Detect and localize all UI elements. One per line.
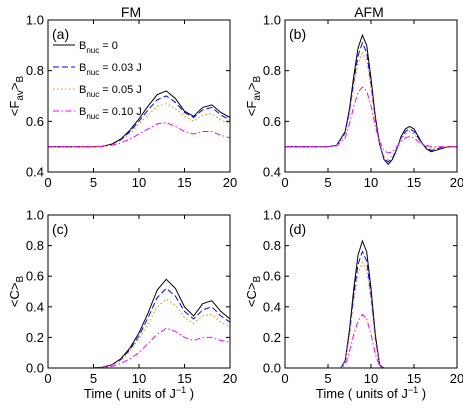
y-tick-label: 0.6 [26, 114, 44, 129]
x-tick-label: 5 [324, 371, 331, 386]
y-tick-label: 0.4 [263, 299, 281, 314]
series-line-1 [48, 287, 230, 368]
x-tick-label: 15 [407, 371, 421, 386]
x-axis-label: Time ( units of J−1 ) [84, 385, 194, 401]
series-line-2 [48, 298, 230, 368]
x-tick-label: 20 [450, 175, 463, 190]
x-tick-label: 20 [223, 175, 237, 190]
x-tick-label: 10 [364, 175, 378, 190]
series-line-1 [285, 41, 457, 163]
x-tick-label: 10 [132, 175, 146, 190]
panel-label: (d) [289, 221, 306, 237]
series-line-0 [48, 278, 230, 368]
series-line-2 [285, 261, 457, 368]
y-axis-label: <C>B [244, 276, 263, 308]
series-line-1 [48, 95, 230, 148]
panel-label: (a) [52, 26, 69, 42]
x-tick-label: 0 [44, 175, 51, 190]
y-tick-label: 0.8 [263, 238, 281, 253]
y-tick-label: 0.2 [263, 330, 281, 345]
x-tick-label: 5 [90, 175, 97, 190]
series-line-3 [48, 327, 230, 368]
panel-c: 0 5 10 15 20 0.0 0.2 0.4 0.6 0.8 1.0 (c) <C>B Time ( … [7, 208, 237, 402]
y-tick-label: 0.0 [26, 361, 44, 376]
series-line-3 [285, 313, 457, 368]
y-axis-label: <Fav>B [7, 75, 26, 116]
y-tick-label: 0.8 [263, 63, 281, 78]
y-tick-label: 0.8 [26, 63, 44, 78]
legend-entry-3: Bnuc = 0.10 J [79, 106, 142, 121]
y-tick-label: 0.6 [263, 114, 281, 129]
column-header-fm: FM [121, 4, 141, 20]
x-tick-label: 15 [177, 175, 191, 190]
axes-frame [47, 19, 231, 173]
y-tick-label: 1.0 [26, 13, 44, 28]
x-tick-label: 10 [364, 371, 378, 386]
column-header-afm: AFM [354, 4, 384, 20]
x-tick-label: 10 [132, 371, 146, 386]
legend: Bnuc = 0 Bnuc = 0.03 J Bnuc = 0.05 J Bnuc =… [53, 40, 142, 121]
y-tick-label: 0.2 [26, 330, 44, 345]
y-tick-label: 0.4 [26, 165, 44, 180]
x-axis-label: Time ( units of J−1 ) [316, 385, 426, 401]
y-tick-label: 0.4 [26, 299, 44, 314]
x-tick-label: 0 [44, 371, 51, 386]
x-tick-label: 0 [281, 175, 288, 190]
legend-entry-2: Bnuc = 0.05 J [79, 84, 142, 99]
axes-frame [47, 214, 231, 369]
legend-entry-0: Bnuc = 0 [79, 40, 118, 55]
y-tick-label: 0.8 [26, 238, 44, 253]
series-line-2 [285, 51, 457, 160]
y-tick-label: 1.0 [26, 208, 44, 223]
y-tick-label: 0.6 [263, 269, 281, 284]
y-axis-label: <Fav>B [244, 75, 263, 116]
panel-label: (c) [52, 221, 68, 237]
panel-b: 0 5 10 15 20 0.4 0.6 0.8 1.0 (b) <Fav>B [244, 13, 463, 191]
y-axis-label: <C>B [7, 276, 26, 308]
x-tick-label: 15 [407, 175, 421, 190]
x-tick-label: 20 [450, 371, 463, 386]
series-line-3 [285, 86, 457, 154]
y-tick-label: 0.0 [263, 361, 281, 376]
series-line-0 [285, 33, 457, 166]
series-line-3 [48, 122, 230, 148]
panel-label: (b) [289, 26, 306, 42]
y-tick-label: 1.0 [263, 208, 281, 223]
x-tick-label: 20 [223, 371, 237, 386]
x-tick-label: 5 [324, 175, 331, 190]
y-tick-label: 0.4 [263, 165, 281, 180]
series-line-0 [48, 90, 230, 148]
panel-d: 0 5 10 15 20 0.0 0.2 0.4 0.6 0.8 1.0 (d) <C>B Time ( … [244, 208, 463, 402]
x-tick-label: 15 [177, 371, 191, 386]
series-line-1 [285, 250, 457, 368]
y-tick-label: 1.0 [263, 13, 281, 28]
y-tick-label: 0.6 [26, 269, 44, 284]
x-tick-label: 0 [281, 371, 288, 386]
legend-entry-1: Bnuc = 0.03 J [79, 62, 142, 77]
x-tick-label: 5 [90, 371, 97, 386]
series-line-2 [48, 103, 230, 148]
